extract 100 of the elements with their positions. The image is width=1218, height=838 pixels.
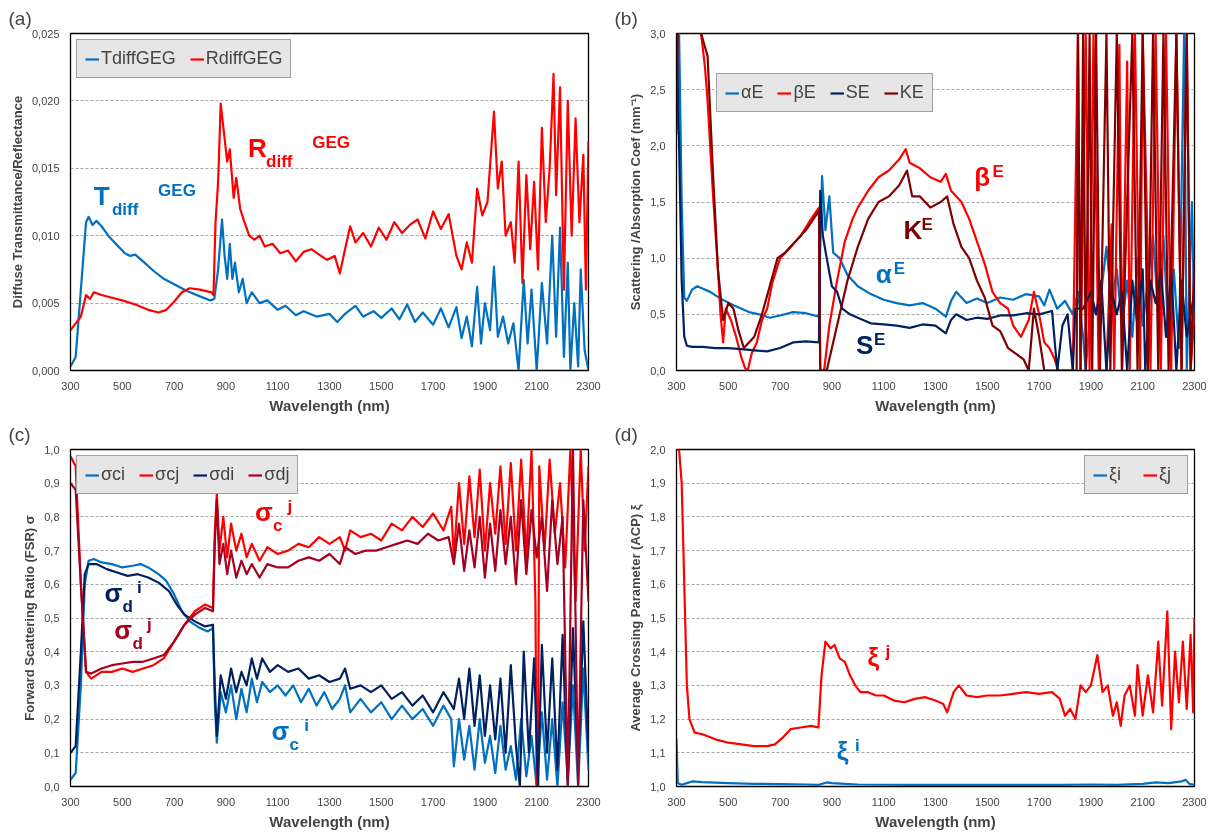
y-tick-label: 2,0 [650,443,666,456]
legend-label: TdiffGEG [101,48,176,69]
x-tick-label: 1700 [420,379,446,392]
legend-label: SE [845,82,870,103]
x-axis-title: Wavelength (nm) [269,812,390,830]
chart-title: (c) [8,423,31,445]
x-tick-label: 2100 [1130,379,1155,392]
y-tick-label: 1,6 [650,578,666,591]
x-tick-label: 500 [719,379,738,392]
x-tick-label: 1300 [317,379,342,392]
y-axis-title: Diffuse Transmittance/Reflectance [9,95,25,309]
y-tick-label: 1,0 [44,443,60,456]
x-tick-label: 2100 [1130,795,1155,808]
legend-label: ξi [1109,464,1123,485]
legend-label: βE [793,82,816,103]
x-tick-label: 1900 [472,795,498,808]
x-tick-label: 2300 [576,379,601,392]
y-tick-label: 0,5 [650,308,666,321]
x-tick-label: 1900 [1078,795,1104,808]
y-tick-label: 0,4 [44,645,60,658]
y-tick-label: 0,000 [31,364,60,377]
legend-label: ξj [1159,464,1173,485]
x-tick-label: 2100 [524,379,549,392]
x-tick-label: 1900 [1078,379,1104,392]
y-tick-label: 0,015 [31,162,60,175]
y-tick-label: 2,0 [650,139,666,152]
y-tick-label: 1,5 [650,612,666,624]
x-axis-title: Wavelength (nm) [875,812,996,830]
x-tick-label: 300 [61,795,80,808]
y-tick-label: 1,5 [650,196,666,208]
legend-label: σcj [155,464,180,485]
legend-label: αE [741,82,764,103]
x-tick-label: 1700 [420,795,446,808]
y-tick-label: 0,8 [44,510,60,523]
x-tick-label: 1300 [317,795,342,808]
x-tick-label: 700 [770,795,790,808]
x-tick-label: 500 [113,379,132,392]
y-tick-label: 1,0 [650,780,666,793]
y-tick-label: 0,0 [650,364,666,377]
x-tick-label: 300 [667,379,686,392]
y-axis-title: Average Crossing Parameter (ACP) ξ [628,504,644,732]
x-tick-label: 1300 [923,379,948,392]
y-tick-label: 0,2 [44,713,60,726]
y-tick-label: 1,8 [650,510,666,523]
x-tick-label: 700 [770,379,790,392]
x-tick-label: 900 [822,795,842,808]
legend-label: KE [899,82,924,103]
y-tick-label: 1,7 [650,544,666,557]
y-tick-label: 0,3 [44,679,60,692]
x-tick-label: 500 [719,795,738,808]
y-tick-label: 0,7 [44,544,60,557]
x-tick-label: 1700 [1026,379,1052,392]
x-tick-label: 1300 [923,795,948,808]
x-tick-label: 700 [164,795,184,808]
y-tick-label: 0,005 [31,297,60,310]
chart-title: (d) [614,423,638,445]
x-tick-label: 300 [667,795,686,808]
x-axis-title: Wavelength (nm) [875,396,996,414]
x-tick-label: 1500 [975,379,1000,392]
x-tick-label: 900 [216,795,236,808]
y-tick-label: 0,020 [31,94,60,107]
y-tick-label: 0,0 [44,780,60,793]
x-tick-label: 500 [113,795,132,808]
x-tick-label: 1500 [369,379,394,392]
y-tick-label: 1,2 [650,713,666,726]
y-tick-label: 1,0 [650,252,666,265]
x-tick-label: 1100 [871,379,896,392]
y-tick-label: 3,0 [650,27,666,40]
y-tick-label: 1,9 [650,477,666,490]
x-tick-label: 2300 [1182,379,1207,392]
y-tick-label: 1,4 [650,645,666,658]
x-tick-label: 1100 [871,795,896,808]
x-tick-label: 900 [216,379,236,392]
y-tick-label: 0,010 [31,229,60,242]
y-tick-label: 0,9 [44,477,60,490]
y-tick-label: 1,3 [650,679,666,692]
x-tick-label: 1700 [1026,795,1052,808]
legend-label: σdj [264,464,290,485]
y-tick-label: 2,5 [650,83,666,96]
legend-label: σci [101,464,126,485]
x-tick-label: 1100 [265,379,290,392]
y-tick-label: 0,5 [44,612,60,624]
x-tick-label: 1500 [975,795,1000,808]
x-axis-title: Wavelength (nm) [269,396,390,414]
x-tick-label: 2300 [1182,795,1207,808]
y-axis-title: Forward Scattering Ratio (FSR) σ [22,515,38,721]
y-tick-label: 0,025 [31,27,60,40]
y-tick-label: 0,6 [44,578,60,591]
legend-label: RdiffGEG [205,48,283,69]
x-tick-label: 300 [61,379,80,392]
y-axis-title: Scattering /Absorption Coef (mm⁻¹) [628,93,644,311]
chart-title: (a) [8,7,32,29]
x-tick-label: 700 [164,379,184,392]
y-tick-label: 0,1 [44,746,60,759]
x-tick-label: 1900 [472,379,498,392]
x-tick-label: 1100 [265,795,290,808]
x-tick-label: 2300 [576,795,601,808]
chart-title: (b) [614,7,638,29]
x-tick-label: 2100 [524,795,549,808]
legend-label: σdi [209,464,235,485]
